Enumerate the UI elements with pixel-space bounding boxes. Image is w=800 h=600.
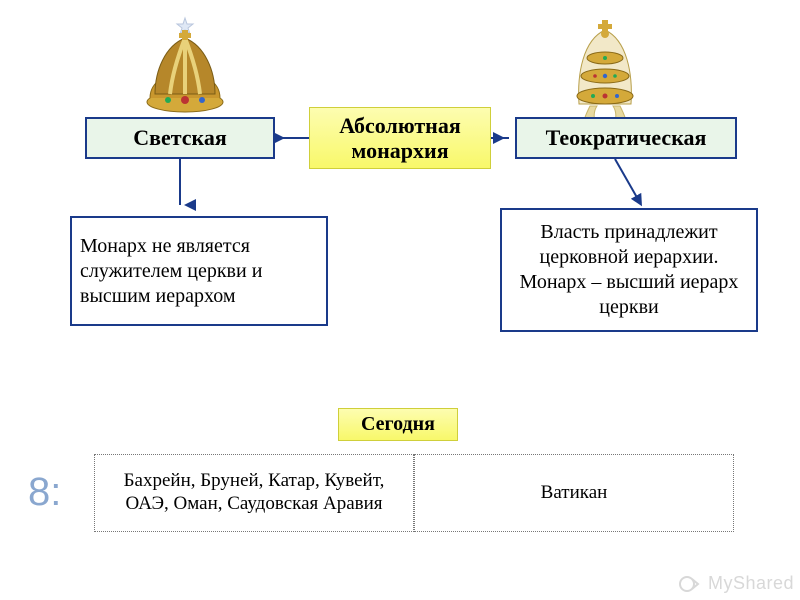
watermark: MyShared [678,573,794,594]
royal-crown-icon [130,16,240,116]
left-branch-title: Светская [85,117,275,159]
right-branch-description: Власть принадлежит церковной иерархии. М… [500,208,758,332]
slide-number: 8: [28,470,61,515]
center-title-box: Абсолютная монархия [309,107,491,169]
arrow-right-down [595,159,655,211]
watermark-text: MyShared [708,573,794,593]
left-branch-examples: Бахрейн, Бруней, Катар, Кувейт, ОАЭ, Ома… [94,454,414,532]
right-branch-examples: Ватикан [414,454,734,532]
papal-tiara-icon [555,14,655,122]
today-label: Сегодня [338,408,458,441]
arrow-center-to-right [491,128,515,148]
left-branch-description: Монарх не является служителем церкви и в… [70,216,328,326]
arrow-left-down [160,159,200,215]
arrow-center-to-left [275,128,309,148]
right-branch-title: Теократическая [515,117,737,159]
